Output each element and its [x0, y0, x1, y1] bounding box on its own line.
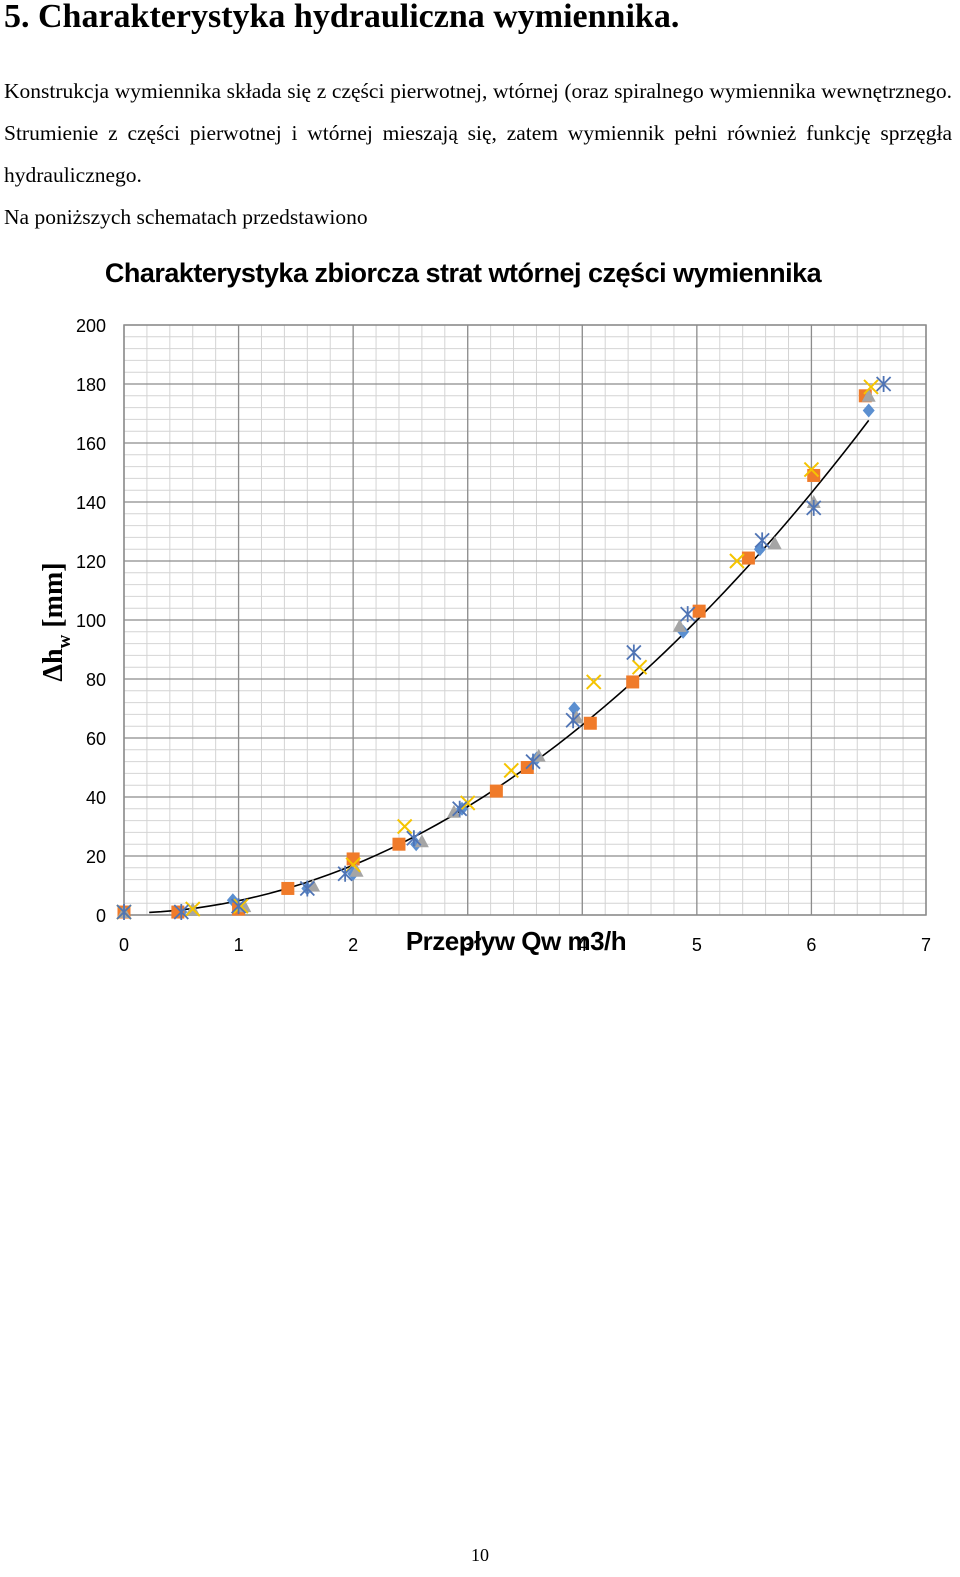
data-point-square [626, 675, 640, 689]
y-axis-label-unit: [mm] [38, 562, 69, 627]
y-axis-label-subscript: w [54, 634, 75, 648]
y-tick-label: 60 [86, 729, 106, 749]
data-point-diamond [862, 403, 875, 418]
paragraph-schematics: Na poniższych schematach przedstawiono [4, 205, 368, 229]
data-point-square [741, 551, 755, 565]
data-point-x [396, 818, 413, 835]
data-point-star [875, 376, 892, 392]
data-point-star [230, 898, 247, 915]
data-point-diamond [753, 542, 766, 557]
data-point-star [299, 880, 315, 897]
data-point-star [754, 532, 770, 549]
data-point-diamond [568, 701, 581, 716]
x-tick-label: 6 [806, 935, 816, 955]
page-number: 10 [471, 1545, 489, 1565]
data-point-x [803, 461, 820, 478]
data-point-x [460, 795, 476, 811]
y-tick-label: 100 [76, 611, 106, 631]
data-point-x [631, 659, 648, 675]
y-tick-label: 40 [86, 788, 106, 808]
major-grid [123, 324, 927, 916]
data-point-star [406, 830, 422, 847]
data-point-triangle [767, 536, 782, 550]
y-tick-label: 120 [76, 552, 106, 572]
x-tick-label: 1 [234, 935, 244, 955]
y-axis-label: Δhw [mm] [38, 562, 75, 681]
data-point-star [116, 904, 132, 921]
y-tick-label: 180 [76, 375, 106, 395]
x-tick-label: 4 [577, 935, 587, 955]
data-point-star [452, 800, 468, 817]
data-point-star [806, 499, 822, 516]
x-axis-label: Przepływ Qw m3/h [406, 926, 626, 956]
data-point-square [392, 837, 406, 851]
y-axis-label-main: Δh [38, 648, 69, 682]
y-tick-label: 20 [86, 847, 106, 867]
plot-area-frame [123, 324, 927, 916]
y-axis-tick-labels: 0 20 40 60 80 100 120 140 160 180 200 [76, 316, 106, 926]
data-point-star [680, 606, 696, 623]
x-tick-label: 7 [921, 935, 931, 955]
data-point-triangle [446, 804, 461, 818]
section-heading: 5. Charakterystyka hydrauliczna wymienni… [4, 0, 680, 35]
data-point-star [626, 644, 642, 661]
data-point-star [525, 753, 541, 770]
data-point-x [729, 553, 745, 569]
data-point-x [185, 901, 201, 917]
data-point-x [863, 379, 879, 395]
data-point-square [583, 716, 597, 730]
data-point-star [565, 712, 581, 729]
y-tick-label: 0 [96, 906, 106, 926]
x-tick-label: 3 [463, 935, 473, 955]
x-tick-label: 0 [119, 935, 129, 955]
data-point-triangle [861, 388, 876, 402]
data-point-triangle [672, 618, 687, 632]
data-point-x [503, 762, 519, 779]
y-tick-label: 80 [86, 670, 106, 690]
data-point-x [233, 898, 249, 914]
data-point-square [807, 468, 821, 482]
x-axis-tick-labels: 0 1 2 3 4 5 6 7 [119, 935, 931, 955]
data-point-square [489, 784, 503, 798]
y-tick-label: 140 [76, 493, 106, 513]
data-point-square [692, 604, 706, 618]
data-point-triangle [306, 878, 321, 892]
data-points [116, 376, 892, 921]
trendline [149, 419, 870, 914]
data-point-star [337, 865, 353, 882]
data-point-x [586, 674, 602, 690]
x-tick-label: 5 [692, 935, 702, 955]
chart-title: Charakterystyka zbiorcza strat wtórnej c… [105, 258, 823, 288]
paragraph-intro: Konstrukcja wymiennika składa się z częś… [4, 79, 952, 187]
data-point-triangle [349, 863, 364, 877]
data-point-star [173, 904, 189, 921]
chart-container: 0 20 40 60 80 100 120 140 160 180 200 0 1 2 3 4 5 6 7 Cha… [0, 245, 960, 965]
x-tick-label: 2 [348, 935, 358, 955]
loss-characteristic-chart: 0 20 40 60 80 100 120 140 160 180 200 0 1 2 3 4 5 6 7 Cha… [38, 258, 931, 956]
data-point-square [281, 881, 295, 895]
y-tick-label: 160 [76, 434, 106, 454]
y-tick-label: 200 [76, 316, 106, 336]
